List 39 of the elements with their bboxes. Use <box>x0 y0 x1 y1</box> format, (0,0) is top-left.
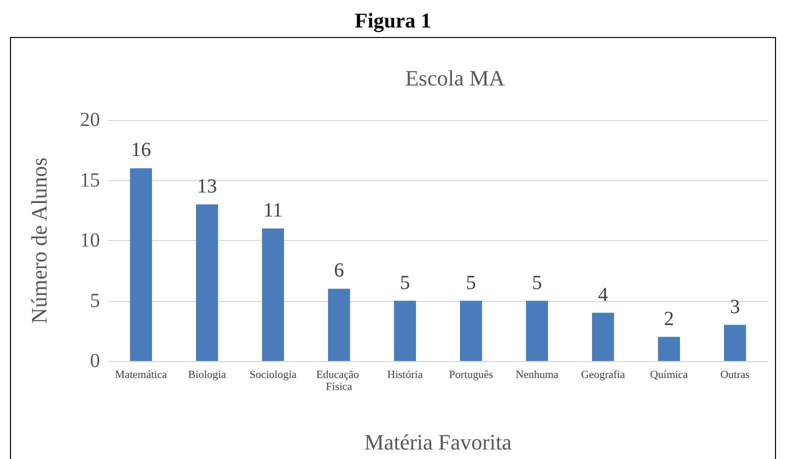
y-tick-label: 0 <box>90 350 100 372</box>
x-axis-title: Matéria Favorita <box>364 430 512 454</box>
x-tick-label: História <box>387 369 423 381</box>
bar <box>394 300 416 361</box>
x-tick-label: Português <box>449 369 493 381</box>
x-tick-label: Educação Física <box>316 369 362 393</box>
bar <box>526 300 548 361</box>
x-tick-label: Geografia <box>581 369 626 381</box>
data-label: 13 <box>197 175 217 198</box>
data-label: 16 <box>131 139 151 162</box>
chart-subtitle: Escola MA <box>405 66 505 90</box>
bar <box>328 288 350 361</box>
x-tick-label: Biologia <box>188 369 226 381</box>
y-tick-label: 15 <box>80 169 100 192</box>
x-tick-label: Nenhuma <box>516 369 558 381</box>
bar <box>460 300 482 361</box>
bar <box>592 312 614 361</box>
x-tick-label: Outras <box>720 369 750 381</box>
data-label: 11 <box>263 199 283 222</box>
data-label: 5 <box>532 272 542 294</box>
bar <box>724 324 746 361</box>
x-tick-label: Matemática <box>115 369 168 381</box>
data-label: 3 <box>730 296 740 318</box>
y-tick-label: 10 <box>80 230 100 252</box>
bar <box>262 228 284 361</box>
data-label: 2 <box>664 308 674 330</box>
y-axis-title: Número de Alunos <box>26 157 52 324</box>
bar <box>658 336 680 361</box>
x-tick-label: Sociologia <box>249 369 297 381</box>
data-label: 6 <box>334 260 344 282</box>
bar <box>130 168 152 361</box>
data-label: 5 <box>400 272 410 294</box>
bar <box>196 204 218 361</box>
y-tick-label: 5 <box>90 290 100 312</box>
x-tick-label: Química <box>650 369 688 381</box>
chart-title: Figura 1 <box>354 8 432 32</box>
y-tick-label: 20 <box>80 109 100 131</box>
data-label: 5 <box>466 272 476 294</box>
data-label: 4 <box>598 284 608 306</box>
